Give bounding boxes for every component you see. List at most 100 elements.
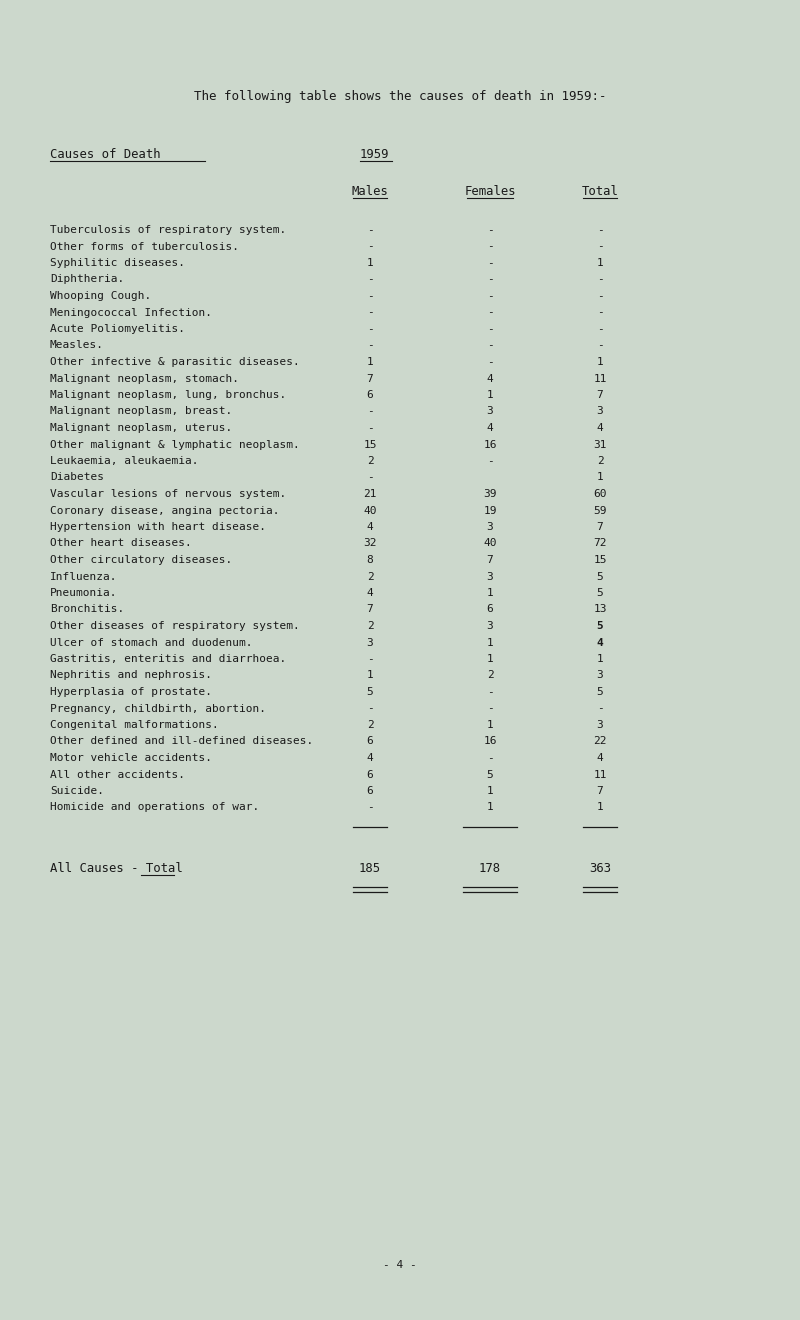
Text: 7: 7 xyxy=(486,554,494,565)
Text: Diabetes: Diabetes xyxy=(50,473,104,483)
Text: 22: 22 xyxy=(594,737,606,747)
Text: Malignant neoplasm, lung, bronchus.: Malignant neoplasm, lung, bronchus. xyxy=(50,389,286,400)
Text: Other forms of tuberculosis.: Other forms of tuberculosis. xyxy=(50,242,239,252)
Text: 2: 2 xyxy=(366,620,374,631)
Text: 72: 72 xyxy=(594,539,606,549)
Text: Hyperplasia of prostate.: Hyperplasia of prostate. xyxy=(50,686,212,697)
Text: 4: 4 xyxy=(597,638,603,648)
Text: 1: 1 xyxy=(597,803,603,813)
Text: 4: 4 xyxy=(366,752,374,763)
Text: Whooping Cough.: Whooping Cough. xyxy=(50,290,151,301)
Text: 5: 5 xyxy=(597,620,603,631)
Text: 1: 1 xyxy=(486,653,494,664)
Text: -: - xyxy=(486,356,494,367)
Text: -: - xyxy=(486,275,494,285)
Text: Suicide.: Suicide. xyxy=(50,785,104,796)
Text: -: - xyxy=(486,308,494,318)
Text: 1959: 1959 xyxy=(360,148,390,161)
Text: Hypertension with heart disease.: Hypertension with heart disease. xyxy=(50,521,266,532)
Text: Malignant neoplasm, uterus.: Malignant neoplasm, uterus. xyxy=(50,422,232,433)
Text: 31: 31 xyxy=(594,440,606,450)
Text: Syphilitic diseases.: Syphilitic diseases. xyxy=(50,257,185,268)
Text: -: - xyxy=(486,686,494,697)
Text: 32: 32 xyxy=(363,539,377,549)
Text: Bronchitis.: Bronchitis. xyxy=(50,605,124,615)
Text: -: - xyxy=(366,341,374,351)
Text: 3: 3 xyxy=(486,572,494,582)
Text: -: - xyxy=(366,407,374,417)
Text: 7: 7 xyxy=(366,605,374,615)
Text: Motor vehicle accidents.: Motor vehicle accidents. xyxy=(50,752,212,763)
Text: All other accidents.: All other accidents. xyxy=(50,770,185,780)
Text: 1: 1 xyxy=(597,257,603,268)
Text: Nephritis and nephrosis.: Nephritis and nephrosis. xyxy=(50,671,212,681)
Text: 5: 5 xyxy=(597,587,603,598)
Text: -: - xyxy=(366,422,374,433)
Text: 2: 2 xyxy=(366,455,374,466)
Text: Females: Females xyxy=(464,185,516,198)
Text: Congenital malformations.: Congenital malformations. xyxy=(50,719,218,730)
Text: 16: 16 xyxy=(483,440,497,450)
Text: 5: 5 xyxy=(597,572,603,582)
Text: 2: 2 xyxy=(366,572,374,582)
Text: -: - xyxy=(486,704,494,714)
Text: 6: 6 xyxy=(366,389,374,400)
Text: -: - xyxy=(597,290,603,301)
Text: -: - xyxy=(366,242,374,252)
Text: 1: 1 xyxy=(486,719,494,730)
Text: 1: 1 xyxy=(597,653,603,664)
Text: 4: 4 xyxy=(597,422,603,433)
Text: Coronary disease, angina pectoria.: Coronary disease, angina pectoria. xyxy=(50,506,279,516)
Text: Measles.: Measles. xyxy=(50,341,104,351)
Text: 4: 4 xyxy=(597,752,603,763)
Text: 3: 3 xyxy=(486,620,494,631)
Text: 1: 1 xyxy=(486,803,494,813)
Text: 5: 5 xyxy=(597,686,603,697)
Text: Leukaemia, aleukaemia.: Leukaemia, aleukaemia. xyxy=(50,455,198,466)
Text: Other malignant & lymphatic neoplasm.: Other malignant & lymphatic neoplasm. xyxy=(50,440,300,450)
Text: 3: 3 xyxy=(486,407,494,417)
Text: 2: 2 xyxy=(486,671,494,681)
Text: 3: 3 xyxy=(597,719,603,730)
Text: 178: 178 xyxy=(479,862,501,875)
Text: 1: 1 xyxy=(486,638,494,648)
Text: Diphtheria.: Diphtheria. xyxy=(50,275,124,285)
Text: 60: 60 xyxy=(594,488,606,499)
Text: -: - xyxy=(597,704,603,714)
Text: Influenza.: Influenza. xyxy=(50,572,118,582)
Text: 8: 8 xyxy=(366,554,374,565)
Text: 1: 1 xyxy=(486,785,494,796)
Text: -: - xyxy=(486,341,494,351)
Text: 2: 2 xyxy=(597,455,603,466)
Text: Other diseases of respiratory system.: Other diseases of respiratory system. xyxy=(50,620,300,631)
Text: 13: 13 xyxy=(594,605,606,615)
Text: 6: 6 xyxy=(366,785,374,796)
Text: 6: 6 xyxy=(366,737,374,747)
Text: Causes of Death: Causes of Death xyxy=(50,148,161,161)
Text: 5: 5 xyxy=(366,686,374,697)
Text: -: - xyxy=(597,242,603,252)
Text: 7: 7 xyxy=(597,521,603,532)
Text: -: - xyxy=(597,275,603,285)
Text: -: - xyxy=(486,455,494,466)
Text: 7: 7 xyxy=(597,389,603,400)
Text: 15: 15 xyxy=(594,554,606,565)
Text: -: - xyxy=(486,242,494,252)
Text: 3: 3 xyxy=(597,671,603,681)
Text: Other heart diseases.: Other heart diseases. xyxy=(50,539,192,549)
Text: -: - xyxy=(366,224,374,235)
Text: 11: 11 xyxy=(594,770,606,780)
Text: -: - xyxy=(597,323,603,334)
Text: -: - xyxy=(597,224,603,235)
Text: -: - xyxy=(597,308,603,318)
Text: -: - xyxy=(366,704,374,714)
Text: Other circulatory diseases.: Other circulatory diseases. xyxy=(50,554,232,565)
Text: 7: 7 xyxy=(366,374,374,384)
Text: -: - xyxy=(366,323,374,334)
Text: Malignant neoplasm, breast.: Malignant neoplasm, breast. xyxy=(50,407,232,417)
Text: 40: 40 xyxy=(483,539,497,549)
Text: 185: 185 xyxy=(359,862,381,875)
Text: Homicide and operations of war.: Homicide and operations of war. xyxy=(50,803,259,813)
Text: -: - xyxy=(486,323,494,334)
Text: 2: 2 xyxy=(366,719,374,730)
